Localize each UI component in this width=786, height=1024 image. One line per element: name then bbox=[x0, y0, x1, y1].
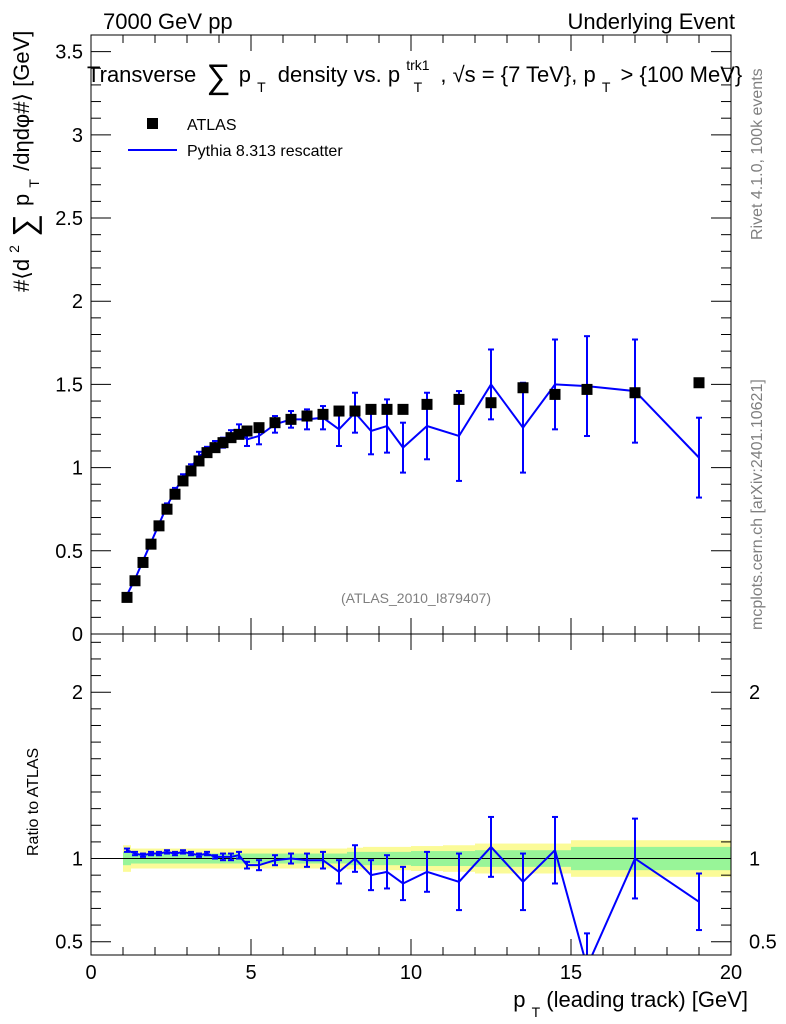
data-point bbox=[169, 488, 181, 500]
ylabel-sub: T bbox=[26, 179, 42, 188]
data-point bbox=[217, 437, 229, 449]
main-y-tick-label: 1 bbox=[72, 458, 83, 480]
data-point bbox=[285, 413, 297, 425]
xlabel-sub: T bbox=[532, 1004, 541, 1020]
data-point bbox=[517, 382, 529, 394]
title-sub-2: T bbox=[414, 79, 423, 95]
title-sum: ∑ bbox=[206, 58, 230, 96]
data-point bbox=[225, 432, 237, 444]
ylabel-sum: ∑ bbox=[6, 214, 42, 237]
main-panel: 0 0.5 1 1.5 2 2.5 3 3.5 (ATLAS_2010_I879407) bbox=[55, 34, 732, 646]
x-tick-label: 20 bbox=[720, 962, 742, 984]
x-tick-label: 15 bbox=[560, 962, 582, 984]
ratio-y-tick-label-left: 1 bbox=[72, 849, 83, 871]
data-point bbox=[233, 428, 245, 440]
title-part-3: density vs. p bbox=[278, 62, 400, 87]
data-series bbox=[121, 377, 705, 603]
legend: ATLAS Pythia 8.313 rescatter bbox=[128, 117, 343, 160]
mcplots-label: mcplots.cern.ch [arXiv:2401.10621] bbox=[749, 379, 766, 630]
main-y-tick-label: 0 bbox=[72, 624, 83, 646]
title-part-2: p bbox=[239, 62, 251, 87]
data-point bbox=[129, 575, 141, 587]
mc-line bbox=[126, 382, 700, 596]
data-point bbox=[153, 520, 165, 532]
ylabel-sup: 2 bbox=[6, 245, 22, 253]
xlabel-part-b: (leading track) [GeV] bbox=[546, 987, 748, 1012]
watermark: (ATLAS_2010_I879407) bbox=[341, 590, 491, 606]
main-y-tick-label: 3 bbox=[72, 125, 83, 147]
data-point bbox=[629, 387, 641, 399]
data-point bbox=[121, 591, 133, 603]
main-y-label: #⟨d 2 ∑ p T /dηdφ#⟩ [GeV] bbox=[0, 31, 44, 292]
data-point bbox=[365, 403, 377, 415]
data-point bbox=[193, 455, 205, 467]
ylabel-part-a: #⟨d bbox=[9, 259, 34, 292]
data-point bbox=[161, 503, 173, 515]
ratio-y-tick-label-right: 1 bbox=[749, 849, 760, 871]
data-point bbox=[397, 403, 409, 415]
data-point bbox=[241, 425, 253, 437]
ratio-mc-line bbox=[126, 845, 700, 955]
ratio-panel: 0.5 0.5 1 1 2 2 0 5 10 15 20 bbox=[55, 633, 777, 984]
data-point bbox=[317, 408, 329, 420]
ratio-frame bbox=[90, 633, 732, 956]
ratio-y-tick-label-left: 0.5 bbox=[55, 932, 83, 954]
legend-mc-label: Pythia 8.313 rescatter bbox=[187, 143, 343, 160]
ratio-x-ticks: 0 5 10 15 20 bbox=[85, 634, 742, 984]
data-point bbox=[453, 393, 465, 405]
main-y-tick-label: 2 bbox=[72, 291, 83, 313]
data-point bbox=[253, 422, 265, 434]
data-point bbox=[381, 403, 393, 415]
title-sup-trk: trk1 bbox=[406, 57, 430, 73]
mc-series bbox=[124, 335, 702, 597]
data-point bbox=[201, 447, 213, 459]
title-sub-1: T bbox=[257, 79, 266, 95]
main-y-ticks: 0 0.5 1 1.5 2 2.5 3 3.5 bbox=[55, 34, 731, 646]
main-y-tick-label: 0.5 bbox=[55, 541, 83, 563]
data-point bbox=[349, 405, 361, 417]
xlabel-part-a: p bbox=[513, 987, 525, 1012]
data-point bbox=[421, 398, 433, 410]
plot-title: Transverse ∑ p T density vs. p trk1 T , … bbox=[87, 50, 742, 97]
title-part-1: Transverse bbox=[87, 62, 196, 87]
ratio-y-tick-label-right: 0.5 bbox=[749, 932, 777, 954]
title-part-5: > {100 MeV} bbox=[621, 62, 743, 87]
ratio-y-tick-label-right: 2 bbox=[749, 682, 760, 704]
data-point bbox=[177, 475, 189, 487]
data-point bbox=[209, 442, 221, 454]
data-point bbox=[333, 405, 345, 417]
ratio-y-ticks: 0.5 0.5 1 1 2 2 bbox=[55, 641, 777, 954]
ylabel-part-c: /dηdφ#⟩ [GeV] bbox=[9, 31, 34, 171]
rivet-label: Rivet 4.1.0, 100k events bbox=[749, 68, 766, 240]
ratio-y-tick-label-left: 2 bbox=[72, 682, 83, 704]
ratio-y-label: Ratio to ATLAS bbox=[25, 748, 42, 856]
data-point bbox=[137, 556, 149, 568]
x-tick-label: 0 bbox=[85, 962, 96, 984]
header-right: Underlying Event bbox=[567, 9, 735, 34]
data-point bbox=[185, 465, 197, 477]
ylabel-part-b: p bbox=[9, 194, 34, 206]
data-point bbox=[581, 383, 593, 395]
data-point bbox=[301, 410, 313, 422]
legend-data-marker bbox=[147, 118, 158, 129]
data-point bbox=[693, 377, 705, 389]
main-y-tick-label: 2.5 bbox=[55, 208, 83, 230]
data-point bbox=[549, 388, 561, 400]
x-axis-label: p T (leading track) [GeV] bbox=[513, 987, 748, 1022]
ratio-mc-series bbox=[124, 815, 702, 955]
title-sub-3: T bbox=[602, 79, 611, 95]
main-y-tick-label: 3.5 bbox=[55, 42, 83, 64]
title-part-4: , √s = {7 TeV}, p bbox=[440, 62, 595, 87]
data-point bbox=[145, 538, 157, 550]
main-y-tick-label: 1.5 bbox=[55, 374, 83, 396]
main-x-ticks bbox=[90, 35, 732, 634]
data-point bbox=[485, 397, 497, 409]
legend-data-label: ATLAS bbox=[187, 117, 237, 134]
x-tick-label: 10 bbox=[400, 962, 422, 984]
x-tick-label: 5 bbox=[245, 962, 256, 984]
data-point bbox=[269, 417, 281, 429]
header-left: 7000 GeV pp bbox=[103, 9, 233, 34]
